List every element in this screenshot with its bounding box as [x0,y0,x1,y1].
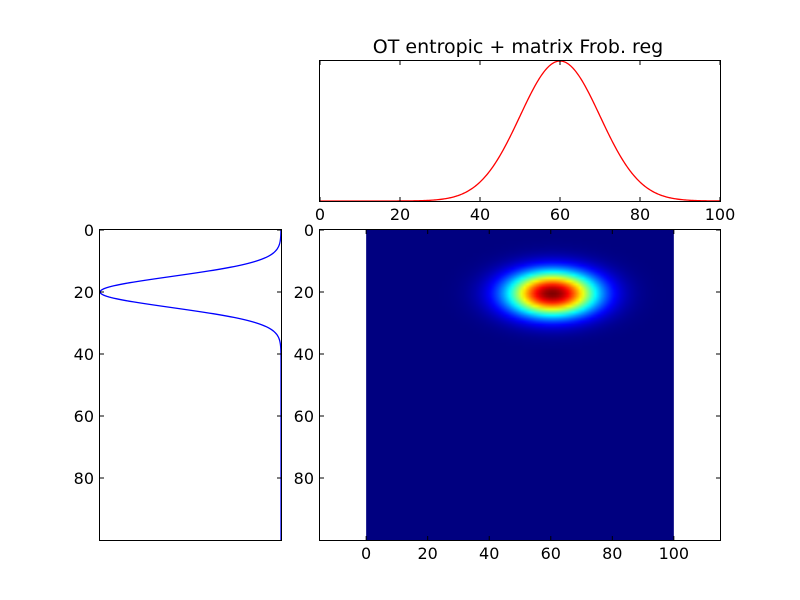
y-tick-label: 40 [294,345,314,364]
x-tick-label: 100 [659,544,690,563]
target-distribution-line [320,60,720,202]
transport-plot-frame [319,229,721,541]
x-tick-label: 0 [361,544,371,563]
x-tick-label: 20 [418,544,438,563]
y-tick-label: 40 [74,345,94,364]
x-tick-label: 100 [705,205,736,224]
transport-axes: 0 20 40 60 80 100 0 20 40 60 80 [294,221,720,563]
y-tick-label: 0 [304,221,314,240]
transport-plan-plot: 0 20 40 60 80 100 0 20 40 60 80 [294,221,721,563]
y-tick-label: 20 [74,283,94,302]
x-tick-label: 60 [541,544,561,563]
source-plot-frame [99,229,282,541]
x-tick-label: 40 [479,544,499,563]
x-tick-label: 80 [602,544,622,563]
y-tick-label: 0 [84,221,94,240]
y-tick-label: 60 [294,407,314,426]
x-tick-label: 60 [550,205,570,224]
x-tick-label: 20 [390,205,410,224]
y-tick-label: 80 [294,469,314,488]
target-plot-frame [319,60,721,202]
transport-plan-heatmap [366,230,674,540]
source-distribution-line [99,229,282,540]
chart-title: OT entropic + matrix Frob. reg [373,36,663,58]
source-marginal-plot: 0 20 40 60 80 [74,221,282,541]
y-tick-label: 60 [74,407,94,426]
target-x-axis: 0 20 40 60 80 100 [315,61,735,224]
source-y-axis: 0 20 40 60 80 [74,221,281,488]
target-marginal-plot: 0 20 40 60 80 100 [315,60,735,224]
y-tick-label: 20 [294,283,314,302]
y-tick-label: 80 [74,469,94,488]
x-tick-label: 40 [470,205,490,224]
x-tick-label: 80 [630,205,650,224]
x-tick-label: 0 [315,205,325,224]
